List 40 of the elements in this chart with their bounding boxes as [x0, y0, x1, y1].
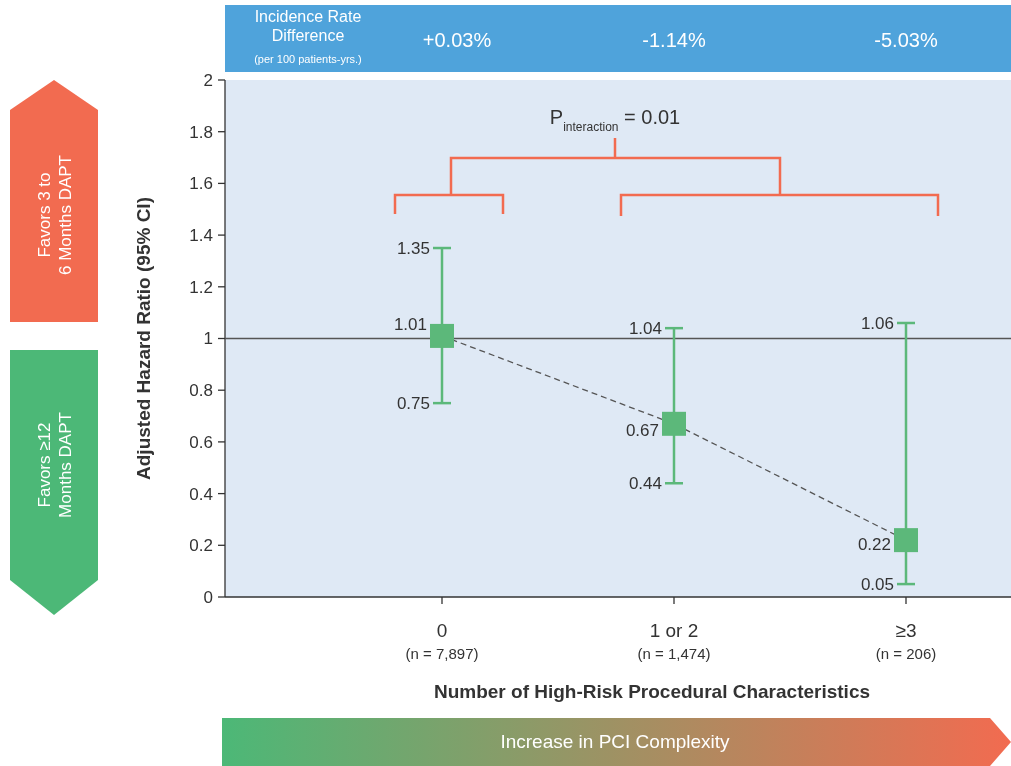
text: (per 100 patients-yrs.) — [254, 53, 362, 65]
y-tick-label: 1 — [203, 329, 213, 349]
text: Incidence Rate Difference — [254, 8, 362, 44]
y-tick-label: 0.4 — [189, 484, 213, 504]
text: Favors ≥12 Months DAPT — [35, 412, 75, 518]
data-label: 0.22 — [857, 535, 891, 555]
annotation: 1.04 — [628, 319, 662, 339]
x-axis-title: Number of High-Risk Procedural Characteristics — [433, 681, 871, 702]
y-tick-label: 1.8 — [189, 122, 213, 142]
y-tick-label: 0.6 — [189, 432, 213, 452]
y-tick-label: 1.4 — [189, 226, 213, 246]
annotation: 1.06 — [860, 313, 894, 333]
data-label: 1.01 — [393, 314, 427, 334]
x-tick-label: ≥3 — [895, 620, 917, 641]
text: (n = 206) — [875, 645, 937, 662]
annotation: 1.35 — [396, 239, 430, 259]
point — [430, 323, 454, 348]
text: Increase in PCI Complexity — [500, 731, 731, 752]
x-tick-label: 1 or 2 — [649, 620, 699, 641]
point — [894, 528, 918, 553]
x-tick-label: 0 — [436, 620, 448, 641]
y-tick-label: 0.2 — [189, 536, 213, 556]
annotation: 0.75 — [396, 394, 430, 414]
annotation: 0.05 — [860, 575, 894, 595]
y-tick-label: 1.6 — [189, 174, 213, 194]
annotation: P$_{interaction}$ = 0.01 — [549, 106, 681, 134]
annotation: 0.44 — [628, 474, 662, 494]
text: -5.03% — [874, 29, 938, 51]
text: (n = 1,474) — [637, 645, 711, 662]
y-tick-label: 0.8 — [189, 381, 213, 401]
y-axis-title: Adjusted Hazard Ratio (95% CI) — [133, 197, 154, 480]
data-label: 0.67 — [625, 420, 659, 440]
text: -1.14% — [642, 29, 706, 51]
y-tick-label: 1.2 — [189, 277, 213, 297]
text: Favors 3 to 6 Months DAPT — [35, 155, 75, 275]
y-tick-label: 0 — [203, 587, 213, 607]
text: (n = 7,897) — [405, 645, 479, 662]
text: +0.03% — [422, 29, 492, 51]
y-tick-label: 2 — [203, 70, 213, 90]
point — [662, 411, 686, 436]
